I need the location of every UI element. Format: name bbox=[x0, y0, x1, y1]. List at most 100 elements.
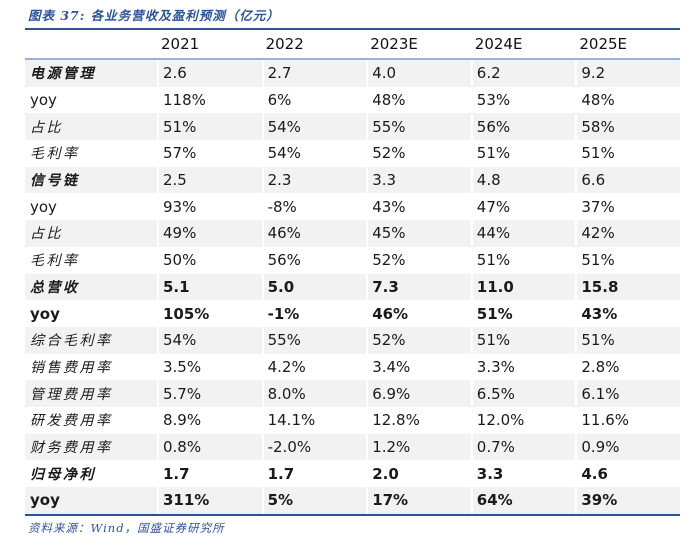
cell-value: 48% bbox=[366, 86, 471, 114]
cell-value: -8% bbox=[261, 193, 367, 221]
table-row: yoy 311% 5% 17% 64% 39% bbox=[25, 487, 680, 514]
cell-value: 5% bbox=[261, 487, 367, 514]
cell-value: 3.5% bbox=[157, 353, 262, 381]
cell-value: 3.4% bbox=[366, 353, 471, 381]
cell-value: 57% bbox=[157, 140, 262, 167]
row-label: 财务费用率 bbox=[25, 433, 157, 461]
table-row: 研发费用率 8.9% 14.1% 12.8% 12.0% 11.6% bbox=[25, 406, 680, 434]
cell-value: 43% bbox=[575, 300, 680, 327]
cell-value: 6.5% bbox=[470, 380, 576, 407]
table-row: yoy 118% 6% 48% 53% 48% bbox=[25, 86, 680, 114]
figure-title: 图表 37: 各业务营收及盈利预测（亿元） bbox=[25, 2, 680, 30]
cell-value: 51% bbox=[157, 113, 262, 141]
row-label: yoy bbox=[25, 487, 157, 514]
row-label: 占比 bbox=[25, 220, 157, 247]
cell-value: 11.0 bbox=[470, 273, 576, 301]
cell-value: 5.1 bbox=[157, 273, 262, 301]
cell-value: 3.3 bbox=[366, 166, 471, 194]
cell-value: 52% bbox=[366, 326, 471, 354]
row-label: yoy bbox=[25, 300, 157, 327]
header-row: 2021 2022 2023E 2024E 2025E bbox=[25, 30, 680, 60]
cell-value: -2.0% bbox=[261, 433, 367, 461]
table-row: 归母净利 1.7 1.7 2.0 3.3 4.6 bbox=[25, 460, 680, 487]
column-header: 2024E bbox=[470, 30, 576, 60]
cell-value: 14.1% bbox=[261, 406, 367, 434]
cell-value: 118% bbox=[157, 86, 262, 114]
row-label: yoy bbox=[25, 193, 157, 221]
table-row: 占比 51% 54% 55% 56% 58% bbox=[25, 113, 680, 141]
table-row: 销售费用率 3.5% 4.2% 3.4% 3.3% 2.8% bbox=[25, 353, 680, 381]
cell-value: -1% bbox=[261, 300, 367, 327]
cell-value: 2.6 bbox=[157, 60, 262, 87]
cell-value: 47% bbox=[470, 193, 576, 221]
cell-value: 44% bbox=[470, 220, 576, 247]
cell-value: 58% bbox=[575, 113, 680, 141]
cell-value: 49% bbox=[157, 220, 262, 247]
cell-value: 0.9% bbox=[575, 433, 680, 461]
cell-value: 56% bbox=[470, 113, 576, 141]
cell-value: 6% bbox=[261, 86, 367, 114]
cell-value: 7.3 bbox=[366, 273, 471, 301]
cell-value: 5.0 bbox=[261, 273, 367, 301]
corner-cell bbox=[25, 30, 157, 60]
cell-value: 105% bbox=[157, 300, 262, 327]
cell-value: 4.2% bbox=[261, 353, 367, 381]
source-note: 资料来源：Wind，国盛证券研究所 bbox=[28, 520, 225, 535]
cell-value: 2.3 bbox=[261, 166, 367, 194]
cell-value: 52% bbox=[366, 140, 471, 167]
cell-value: 42% bbox=[575, 220, 680, 247]
cell-value: 51% bbox=[575, 246, 680, 274]
cell-value: 46% bbox=[366, 300, 471, 327]
table-row: 综合毛利率 54% 55% 52% 51% 51% bbox=[25, 326, 680, 354]
column-header: 2021 bbox=[157, 30, 262, 60]
row-label: 占比 bbox=[25, 113, 157, 141]
cell-value: 50% bbox=[157, 246, 262, 274]
cell-value: 2.8% bbox=[575, 353, 680, 381]
cell-value: 2.5 bbox=[157, 166, 262, 194]
row-label: 销售费用率 bbox=[25, 353, 157, 381]
row-label: 管理费用率 bbox=[25, 380, 157, 407]
cell-value: 15.8 bbox=[575, 273, 680, 301]
table-row: yoy 93% -8% 43% 47% 37% bbox=[25, 193, 680, 221]
cell-value: 4.6 bbox=[575, 460, 680, 487]
cell-value: 52% bbox=[366, 246, 471, 274]
row-label: 综合毛利率 bbox=[25, 326, 157, 354]
table-row: 财务费用率 0.8% -2.0% 1.2% 0.7% 0.9% bbox=[25, 433, 680, 461]
cell-value: 2.0 bbox=[366, 460, 471, 487]
cell-value: 0.7% bbox=[470, 433, 576, 461]
cell-value: 51% bbox=[575, 326, 680, 354]
cell-value: 51% bbox=[470, 326, 576, 354]
column-header: 2022 bbox=[261, 30, 367, 60]
cell-value: 1.7 bbox=[261, 460, 367, 487]
cell-value: 6.6 bbox=[575, 166, 680, 194]
cell-value: 12.0% bbox=[470, 406, 576, 434]
cell-value: 56% bbox=[261, 246, 367, 274]
cell-value: 1.2% bbox=[366, 433, 471, 461]
cell-value: 54% bbox=[261, 113, 367, 141]
cell-value: 51% bbox=[470, 140, 576, 167]
cell-value: 54% bbox=[157, 326, 262, 354]
cell-value: 93% bbox=[157, 193, 262, 221]
cell-value: 8.0% bbox=[261, 380, 367, 407]
cell-value: 9.2 bbox=[575, 60, 680, 87]
cell-value: 51% bbox=[470, 246, 576, 274]
cell-value: 2.7 bbox=[261, 60, 367, 87]
cell-value: 4.8 bbox=[470, 166, 576, 194]
row-label: 毛利率 bbox=[25, 246, 157, 274]
cell-value: 11.6% bbox=[575, 406, 680, 434]
cell-value: 55% bbox=[261, 326, 367, 354]
cell-value: 12.8% bbox=[366, 406, 471, 434]
cell-value: 64% bbox=[470, 487, 576, 514]
table-row: 占比 49% 46% 45% 44% 42% bbox=[25, 220, 680, 247]
cell-value: 3.3% bbox=[470, 353, 576, 381]
column-header: 2025E bbox=[575, 30, 680, 60]
table-body: 电源管理 2.6 2.7 4.0 6.2 9.2 yoy 118% 6% 48% 53% 48% 占比 5… bbox=[25, 60, 680, 514]
row-label: 毛利率 bbox=[25, 140, 157, 167]
cell-value: 3.3 bbox=[470, 460, 576, 487]
cell-value: 1.7 bbox=[157, 460, 262, 487]
row-label: 总营收 bbox=[25, 273, 157, 301]
cell-value: 39% bbox=[575, 487, 680, 514]
report-figure: 图表 37: 各业务营收及盈利预测（亿元） 2021 2022 2023E 2024E… bbox=[25, 2, 680, 535]
cell-value: 4.0 bbox=[366, 60, 471, 87]
cell-value: 5.7% bbox=[157, 380, 262, 407]
